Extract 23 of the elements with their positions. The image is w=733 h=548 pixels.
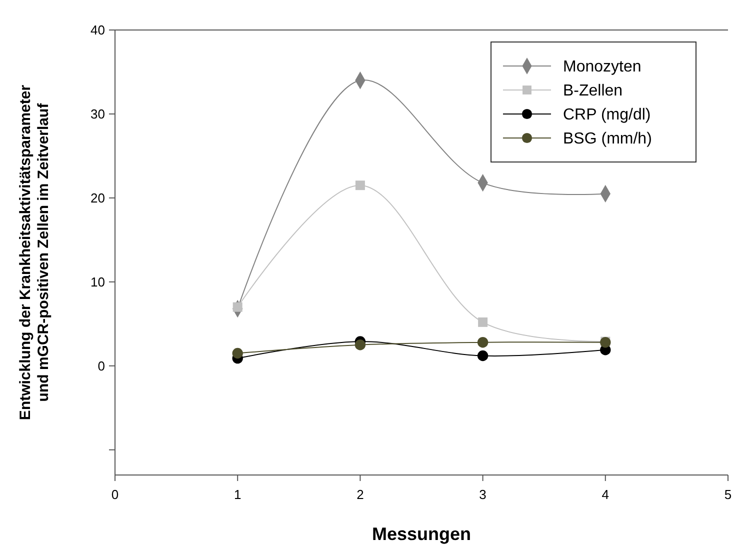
x-axis-title: Messungen <box>372 524 472 544</box>
legend-label: BSG (mm/h) <box>563 130 652 148</box>
point <box>355 180 365 190</box>
y-tick-label: 40 <box>90 22 105 38</box>
legend-label: Monozyten <box>563 58 642 76</box>
x-tick-label: 4 <box>602 487 610 502</box>
x-tick-label: 2 <box>356 487 364 502</box>
y-tick-label: 20 <box>90 190 105 206</box>
x-tick-label: 5 <box>724 487 732 502</box>
x-tick-label: 3 <box>479 487 486 502</box>
y-tick-label: 30 <box>90 106 105 122</box>
y-tick-label: 10 <box>90 274 105 290</box>
point <box>478 317 488 327</box>
legend-label: B-Zellen <box>563 82 623 100</box>
y-axis-title: Entwicklung der Krankheitsaktivitätsparameter und mGCR-positiven Zellen im Zeitverlauf <box>17 84 52 420</box>
point <box>477 337 488 348</box>
legend-label: CRP (mg/dl) <box>563 106 651 124</box>
point <box>354 340 366 350</box>
point <box>232 348 243 359</box>
x-tick-label: 1 <box>234 487 242 502</box>
y-tick-label: 0 <box>98 358 105 374</box>
x-tick-label: 0 <box>111 487 119 502</box>
point <box>477 350 488 362</box>
